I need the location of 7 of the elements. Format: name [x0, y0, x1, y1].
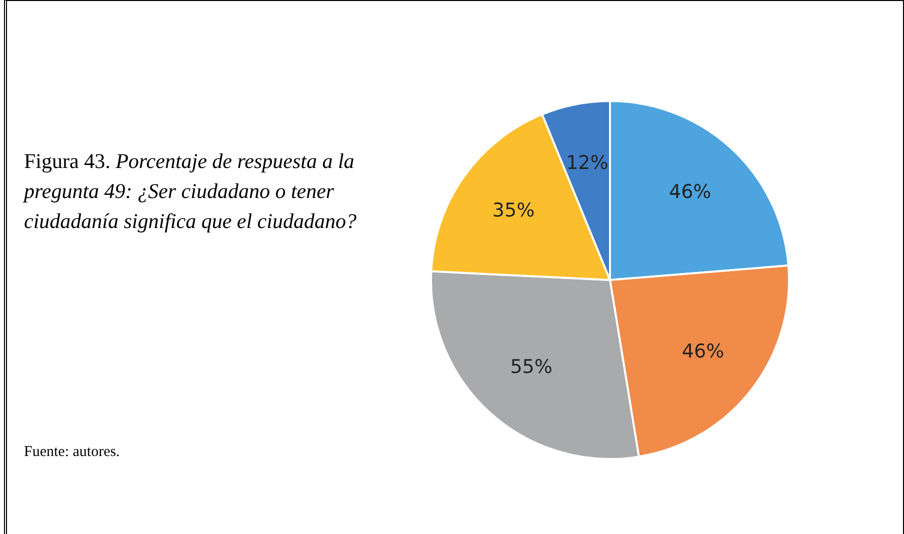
data-label: 55%: [510, 356, 552, 378]
text: Figura 43. Porcentaje de respuesta a la pregunta 49: ¿Ser ciudadano o tener ciudadanía significa que el ciudadano?: [24, 149, 356, 233]
data-label: 46%: [668, 181, 712, 204]
data-label: 46%: [682, 340, 724, 363]
data-label: 35%: [492, 200, 535, 222]
data-label: 12%: [566, 152, 608, 174]
source-note: Fuente: autores.: [24, 444, 120, 461]
